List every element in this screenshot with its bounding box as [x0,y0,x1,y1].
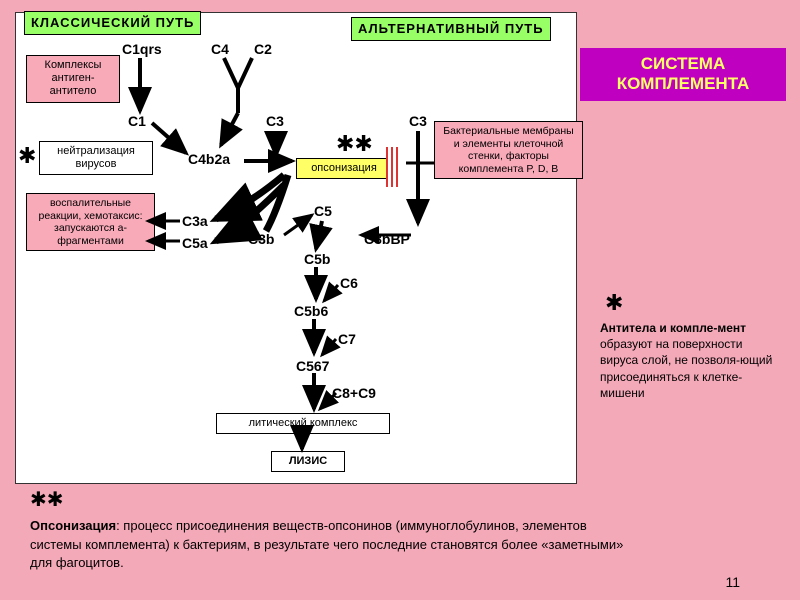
page-number: 11 [725,574,740,590]
bottom-rest: : процесс присоединения веществ-опсонино… [30,518,623,569]
sidenote-text: Антитела и компле-мент образуют на повер… [600,320,775,401]
sidenote-bold: Антитела и компле-мент [600,321,746,335]
star-double-inside: ✱✱ [336,131,373,157]
bottom-star: ✱✱ [30,487,64,512]
bottom-bold: Опсонизация [30,518,116,533]
bottom-note: Опсонизация: процесс присоединения вещес… [30,517,640,572]
diagram-area: КЛАССИЧЕСКИЙ ПУТЬ АЛЬТЕРНАТИВНЫЙ ПУТЬ Ко… [15,12,577,484]
system-title: СИСТЕМА КОМПЛЕМЕНТА [580,48,786,101]
sidenote-star: ✱ [605,290,623,316]
star-single-inside: ✱ [18,143,36,169]
cascade-arrows [16,13,576,483]
sidenote-rest: образуют на поверхности вируса слой, не … [600,337,772,400]
